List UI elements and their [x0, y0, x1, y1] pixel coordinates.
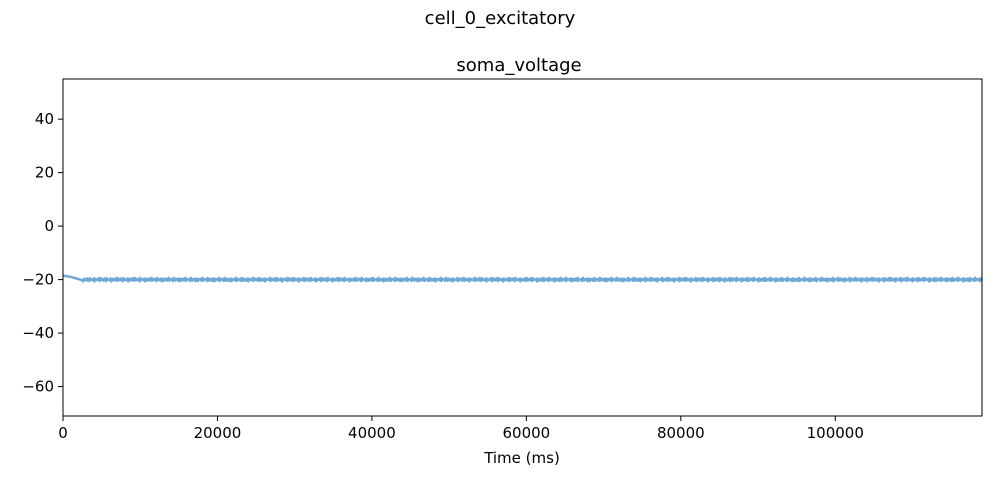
y-axis-ticks: −60 −40 −20 0 20 40	[22, 110, 63, 396]
y-tick-label: 20	[35, 164, 54, 182]
y-tick-label: 40	[35, 110, 54, 128]
y-tick-label: −40	[22, 324, 54, 342]
x-tick-label: 80000	[657, 424, 705, 442]
x-tick-label: 60000	[503, 424, 551, 442]
x-axis-label: Time (ms)	[483, 449, 560, 467]
y-tick-label: −60	[22, 378, 54, 396]
y-tick-label: 0	[44, 217, 54, 235]
x-tick-label: 40000	[348, 424, 396, 442]
plot-frame	[62, 78, 983, 417]
x-tick-label: 20000	[194, 424, 242, 442]
plot-area	[63, 79, 982, 416]
x-tick-label: 0	[58, 424, 68, 442]
series-line-0	[62, 274, 984, 283]
axes-title: soma_voltage	[456, 55, 581, 76]
figure-title: cell_0_excitatory	[425, 8, 576, 29]
x-tick-label: 100000	[807, 424, 864, 442]
series-layer	[62, 274, 984, 283]
x-axis-ticks: 0 20000 40000 60000 80000 100000	[58, 416, 864, 442]
y-tick-label: −20	[22, 271, 54, 289]
